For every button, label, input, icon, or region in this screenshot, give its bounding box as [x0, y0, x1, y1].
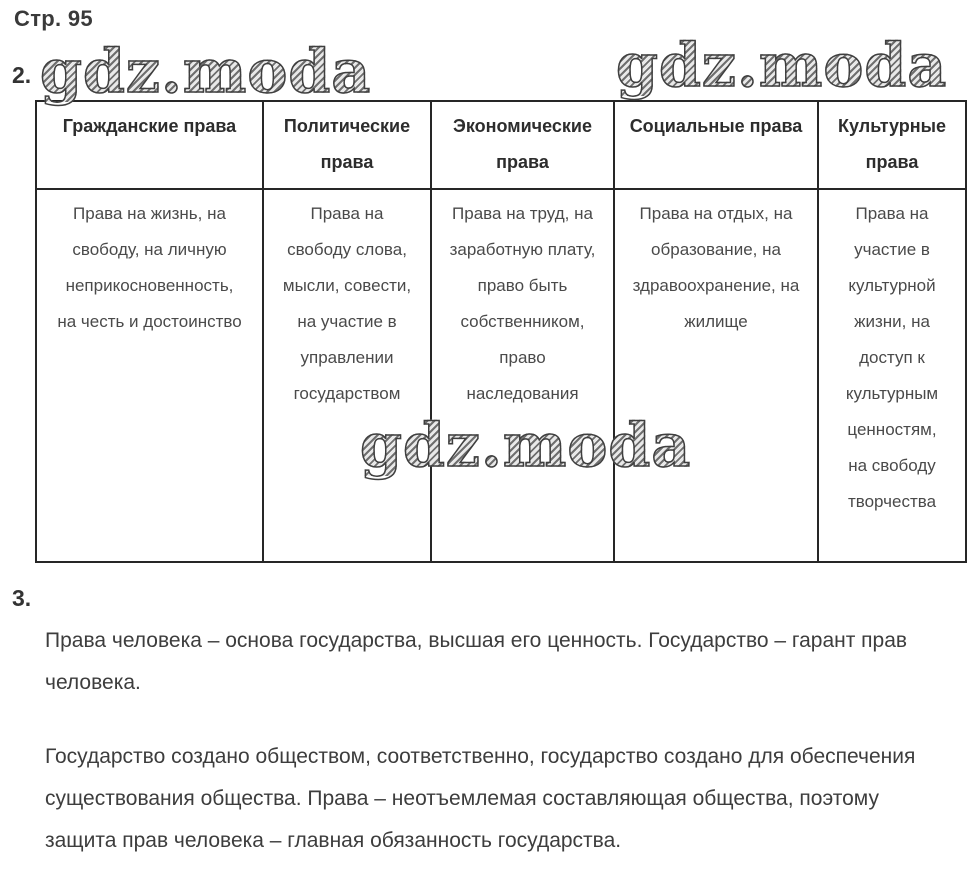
cell-civil-rights: Права на жизнь, на свободу, на личную не… [35, 188, 264, 563]
cell-social-rights: Права на отдых, на образование, на здрав… [613, 188, 819, 563]
section-3-number: 3. [12, 585, 32, 611]
gdz-moda-watermark: gdz.moda [39, 37, 372, 107]
answer-3-paragraph: Права человека – основа государства, выс… [45, 629, 908, 694]
table-header-row: Гражданские права Политические права Эко… [35, 100, 967, 190]
cell-economic-rights: Права на труд, на заработную плату, прав… [430, 188, 615, 563]
header-social-rights: Социальные права [613, 100, 819, 190]
header-civil-rights: Гражданские права [35, 100, 264, 190]
header-economic-rights: Экономические права [430, 100, 615, 190]
answer-3-paragraph: Государство создано обществом, соответст… [45, 745, 916, 852]
cell-political-rights: Права на свободу слова, мысли, совести, … [262, 188, 432, 563]
cell-cultural-rights: Права на участие в культурной жизни, на … [817, 188, 967, 563]
header-cultural-rights: Культурные права [817, 100, 967, 190]
rights-categories-table: Гражданские права Политические права Эко… [35, 100, 967, 563]
gdz-moda-watermark: gdz.moda [615, 31, 948, 101]
section-2-number: 2. [12, 62, 32, 88]
header-political-rights: Политические права [262, 100, 432, 190]
table-body-row: Права на жизнь, на свободу, на личную не… [35, 188, 967, 563]
page-number-label: Стр. 95 [14, 6, 93, 31]
